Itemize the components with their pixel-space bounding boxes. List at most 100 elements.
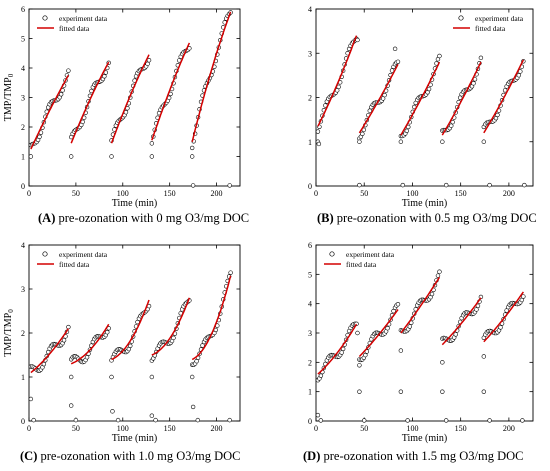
caption-c-text: pre-ozonation with 1.0 mg O3/mg DOC	[37, 449, 241, 463]
data-point	[398, 139, 404, 144]
fitted-line	[400, 61, 441, 136]
data-point	[357, 139, 362, 144]
y-tick-label: 2	[308, 94, 312, 103]
data-point	[435, 273, 441, 278]
data-point	[481, 139, 487, 144]
data-point	[195, 417, 201, 423]
fitted-line	[317, 35, 358, 127]
data-point	[385, 326, 390, 331]
y-tick-label: 6	[21, 5, 25, 14]
legend-label-fitted: fitted data	[475, 24, 506, 33]
data-point	[28, 154, 34, 159]
data-point	[109, 374, 114, 380]
x-tick-label: 150	[164, 189, 176, 198]
caption-b-letter: (B)	[317, 211, 334, 225]
data-point	[149, 413, 155, 418]
data-point	[149, 374, 155, 380]
data-point	[444, 418, 449, 423]
x-tick-label: 150	[455, 189, 467, 198]
legend-label-experiment: experiment data	[59, 250, 108, 259]
data-point	[520, 418, 525, 423]
data-point	[58, 92, 64, 97]
data-point	[355, 330, 360, 336]
data-point	[487, 418, 492, 423]
data-point	[382, 92, 387, 98]
y-tick-label: 2	[308, 358, 312, 367]
data-point	[145, 61, 150, 67]
data-point	[498, 325, 503, 330]
y-tick-label: 3	[308, 49, 312, 58]
x-tick-label: 50	[72, 189, 80, 198]
caption-b: (B) pre-ozonation with 0.5 mg O3/mg DOC	[317, 211, 537, 226]
y-tick-label: 4	[21, 241, 25, 250]
caption-d-letter: (D)	[303, 449, 321, 463]
caption-d: (D) pre-ozonation with 1.5 mg O3/mg DOC	[303, 449, 523, 464]
data-point	[153, 417, 158, 423]
data-point	[357, 389, 362, 394]
data-point	[149, 154, 155, 159]
x-axis-label: Time (min)	[112, 433, 157, 444]
fitted-line	[483, 59, 525, 134]
fitted-line	[441, 297, 482, 346]
data-point	[474, 307, 479, 312]
y-axis-label-subscript: 0	[7, 309, 15, 313]
caption-a: (A) pre-ozonation with 0 mg O3/mg DOC	[38, 211, 249, 226]
data-point	[481, 354, 487, 359]
data-point	[105, 330, 110, 335]
data-point	[404, 128, 410, 133]
data-point	[66, 324, 71, 330]
fitted-line	[441, 61, 482, 136]
fitted-line	[191, 275, 232, 361]
x-tick-label: 200	[211, 189, 223, 198]
fitted-line	[191, 11, 232, 142]
data-point	[128, 343, 133, 348]
y-tick-label: 1	[21, 153, 25, 162]
fitted-line	[151, 42, 191, 141]
legend-marker-experiment	[42, 15, 48, 21]
data-point	[68, 154, 74, 159]
x-tick-label: 0	[314, 189, 318, 198]
y-tick-label: 5	[308, 270, 312, 279]
data-point	[453, 332, 458, 337]
legend-marker-experiment	[329, 251, 335, 257]
data-point	[109, 154, 114, 159]
data-point	[521, 294, 526, 299]
legend-label-experiment: experiment data	[59, 14, 108, 23]
data-point	[68, 374, 74, 380]
data-point	[68, 403, 74, 408]
x-tick-label: 0	[27, 189, 31, 198]
data-point	[407, 324, 412, 329]
y-tick-label: 2	[21, 123, 25, 132]
data-point	[395, 59, 401, 64]
data-point	[171, 335, 176, 341]
data-point	[360, 131, 365, 136]
panel-d-chart: 0 50 100 150 200 0 1 2 3 4 5 6 Time (min) experiment …	[308, 241, 534, 444]
data-point	[228, 270, 233, 275]
x-tick-label: 0	[27, 424, 31, 433]
x-axis-label: Time (min)	[402, 198, 447, 209]
data-point	[357, 363, 362, 368]
data-point	[149, 141, 155, 146]
x-tick-label: 100	[406, 189, 418, 198]
panel-c-chart: 0 50 100 150 200 0 1 2 3 4 Time (min) TMP/TMP0 exper…	[3, 241, 241, 444]
x-tick-label: 0	[314, 424, 318, 433]
panel-b-chart: 0 50 100 150 200 0 1 2 3 4 Time (min) experiment da…	[308, 5, 534, 209]
y-tick-label: 3	[21, 94, 25, 103]
data-point	[146, 58, 152, 63]
data-point	[495, 112, 500, 118]
data-point	[392, 46, 398, 52]
data-point	[398, 389, 404, 394]
y-tick-label: 0	[21, 182, 25, 191]
data-point	[31, 417, 36, 423]
caption-c: (C) pre-ozonation with 1.0 mg O3/mg DOC	[20, 449, 240, 464]
fitted-line	[70, 323, 110, 365]
data-point	[189, 374, 195, 380]
x-tick-label: 50	[72, 424, 80, 433]
data-point	[37, 134, 42, 139]
data-point	[405, 418, 410, 423]
data-point	[102, 74, 107, 79]
y-axis-label-subscript: 0	[7, 73, 15, 77]
x-axis-label: Time (min)	[402, 433, 447, 444]
data-point	[440, 139, 445, 144]
data-point	[362, 418, 367, 423]
